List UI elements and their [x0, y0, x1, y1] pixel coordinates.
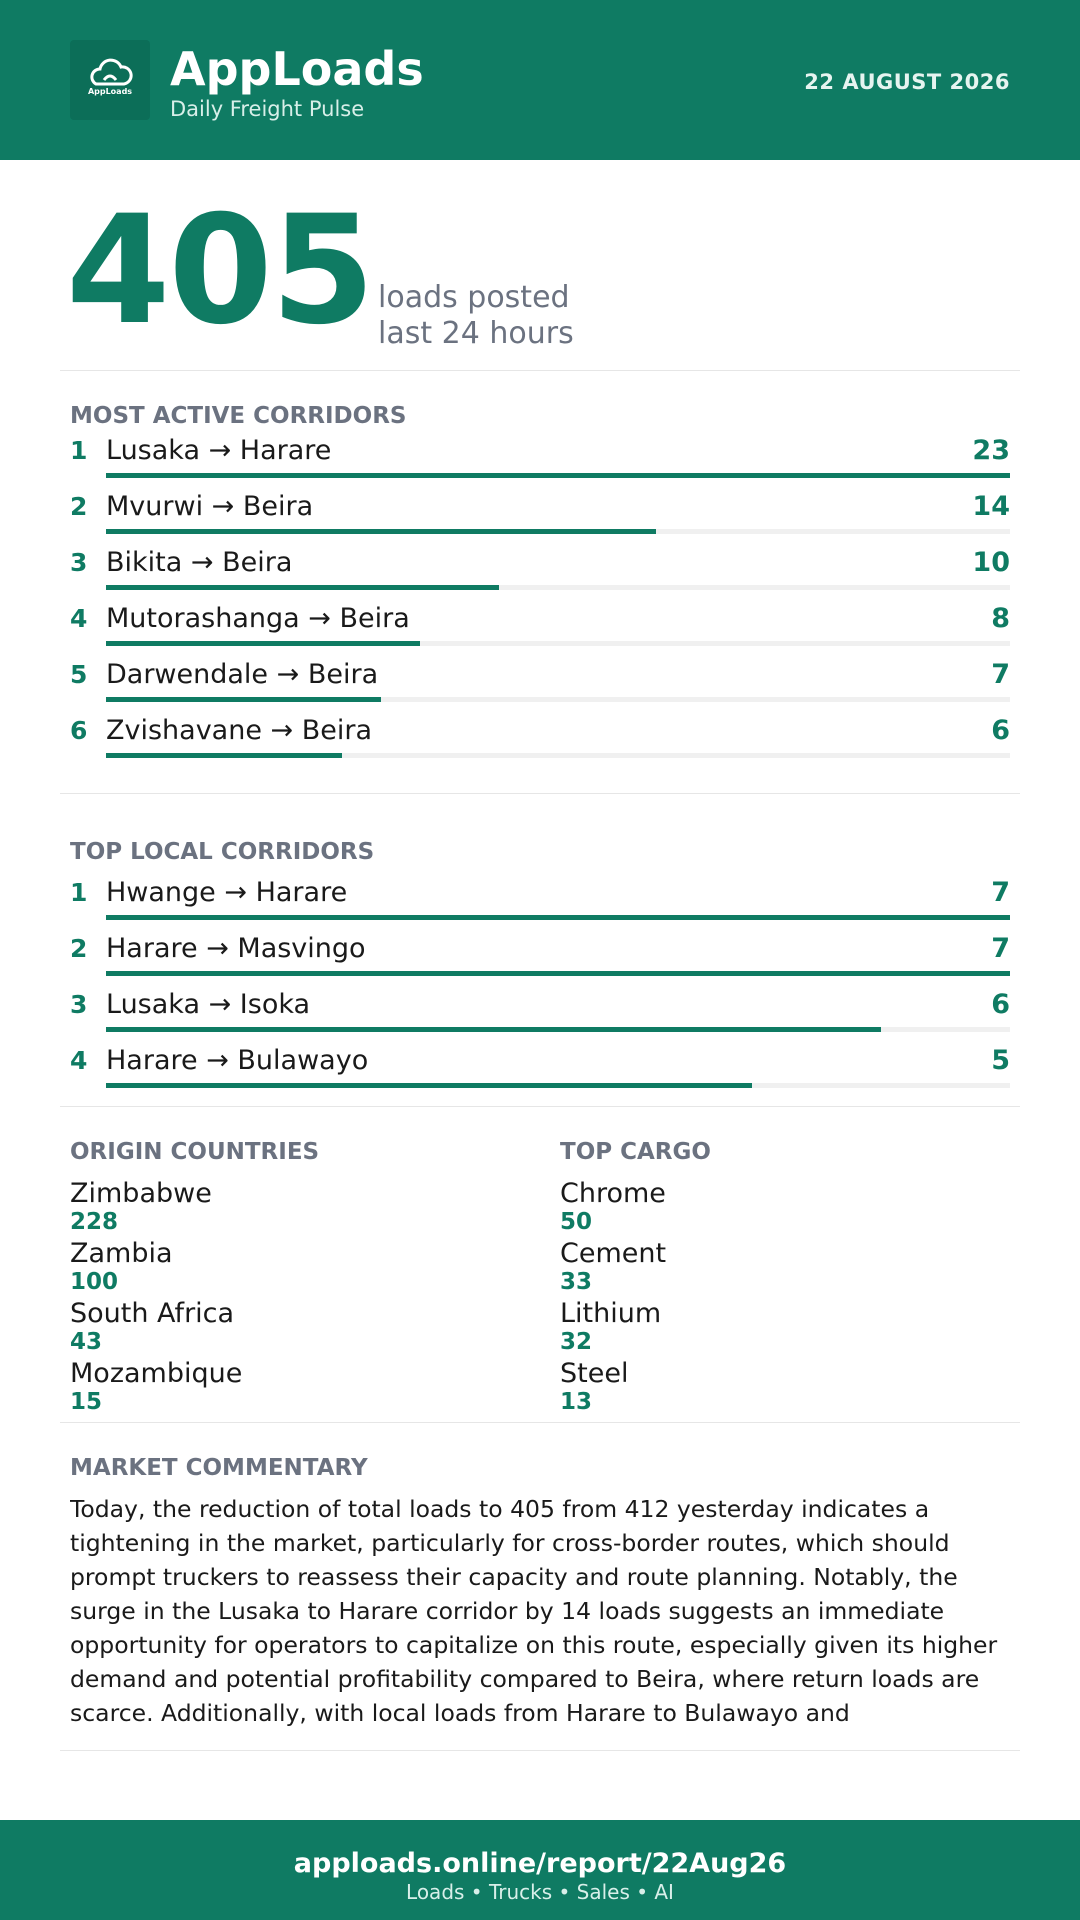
- bar-track: [106, 585, 1010, 590]
- item-value: 33: [560, 1269, 593, 1295]
- item-value: 100: [70, 1269, 119, 1295]
- section-title: TOP CARGO: [560, 1139, 711, 1165]
- report-date: 22 AUGUST 2026: [804, 70, 1010, 94]
- route: Lusaka → Harare: [106, 435, 332, 466]
- item-name: South Africa: [70, 1298, 235, 1329]
- route: Harare → Bulawayo: [106, 1045, 369, 1076]
- item-value: 32: [560, 1329, 593, 1355]
- header: [0, 0, 1080, 160]
- bar: [106, 753, 342, 758]
- route-value: 14: [972, 491, 1010, 522]
- rank: 1: [70, 878, 88, 907]
- logo: [70, 40, 150, 120]
- item-value: 50: [560, 1209, 593, 1235]
- bar: [106, 971, 1010, 976]
- rank: 1: [70, 436, 88, 465]
- footer: [0, 1820, 1080, 1920]
- divider: [60, 793, 1020, 794]
- divider: [60, 1106, 1020, 1107]
- route: Bikita → Beira: [106, 547, 293, 578]
- route: Harare → Masvingo: [106, 933, 366, 964]
- item-value: 15: [70, 1389, 103, 1415]
- route-value: 5: [991, 1045, 1010, 1076]
- rank: 4: [70, 1046, 88, 1075]
- route-value: 7: [991, 659, 1010, 690]
- app-title: AppLoads: [170, 42, 424, 96]
- bar: [106, 473, 1010, 478]
- rank: 6: [70, 716, 88, 745]
- footer-tagline: Loads • Trucks • Sales • AI: [406, 1880, 674, 1904]
- section-title: MOST ACTIVE CORRIDORS: [70, 403, 407, 429]
- route: Mvurwi → Beira: [106, 491, 314, 522]
- section-title: ORIGIN COUNTRIES: [70, 1139, 320, 1165]
- logo-icon: [90, 58, 133, 86]
- section-title: TOP LOCAL CORRIDORS: [70, 839, 375, 865]
- route-value: 8: [991, 603, 1010, 634]
- route: Darwendale → Beira: [106, 659, 379, 690]
- logo-label: AppLoads: [87, 87, 133, 96]
- bar-track: [106, 753, 1010, 758]
- rank: 3: [70, 548, 88, 577]
- route-value: 23: [972, 435, 1010, 466]
- bar: [106, 1083, 752, 1088]
- bar-track: [106, 697, 1010, 702]
- item-value: 13: [560, 1389, 593, 1415]
- item-name: Steel: [560, 1358, 629, 1389]
- section-title: MARKET COMMENTARY: [70, 1455, 368, 1481]
- footer-url[interactable]: apploads.online/report/22Aug26: [293, 1848, 787, 1879]
- item-value: 228: [70, 1209, 119, 1235]
- item-name: Cement: [560, 1238, 667, 1269]
- item-name: Zimbabwe: [70, 1178, 212, 1209]
- item-name: Chrome: [560, 1178, 666, 1209]
- bar: [106, 697, 382, 702]
- item-value: 43: [70, 1329, 103, 1355]
- item-name: Zambia: [70, 1238, 173, 1269]
- route-value: 7: [991, 877, 1010, 908]
- rank: 5: [70, 660, 88, 689]
- bar: [106, 1027, 881, 1032]
- route-value: 10: [972, 547, 1010, 578]
- divider: [60, 370, 1020, 371]
- divider: [60, 1750, 1020, 1751]
- bar: [106, 641, 421, 646]
- route-value: 6: [991, 715, 1010, 746]
- bar-track: [106, 641, 1010, 646]
- rank: 2: [70, 934, 88, 963]
- hero-label: last 24 hours: [378, 316, 574, 351]
- bar: [106, 529, 657, 534]
- route-value: 7: [991, 933, 1010, 964]
- hero-value: 405: [66, 184, 375, 358]
- bar: [106, 915, 1010, 920]
- app-subtitle: Daily Freight Pulse: [170, 97, 365, 121]
- rank: 2: [70, 492, 88, 521]
- rank: 4: [70, 604, 88, 633]
- hero-label: loads posted: [378, 280, 570, 315]
- route: Hwange → Harare: [106, 877, 348, 908]
- commentary-text: Today, the reduction of total loads to 4…: [70, 1495, 998, 1727]
- route: Zvishavane → Beira: [106, 715, 373, 746]
- item-name: Mozambique: [70, 1358, 243, 1389]
- item-name: Lithium: [560, 1298, 662, 1329]
- route-value: 6: [991, 989, 1010, 1020]
- divider: [60, 1422, 1020, 1423]
- route: Lusaka → Isoka: [106, 989, 311, 1020]
- route: Mutorashanga → Beira: [106, 603, 410, 634]
- rank: 3: [70, 990, 88, 1019]
- bar: [106, 585, 500, 590]
